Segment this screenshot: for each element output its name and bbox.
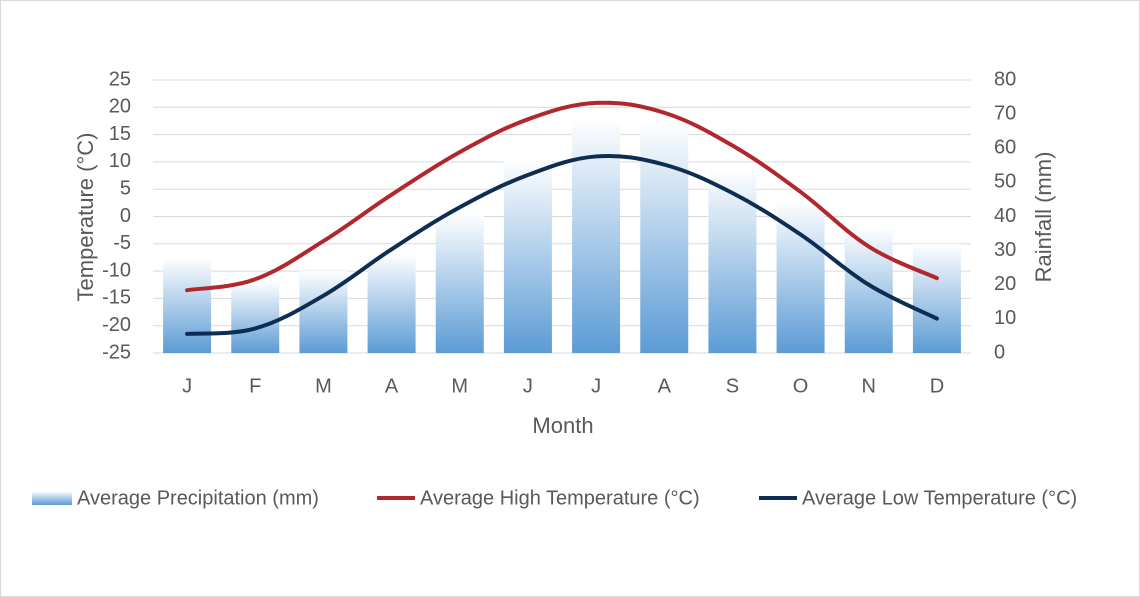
x-tick-label: J [182, 375, 192, 397]
right-tick-label: 70 [994, 102, 1016, 124]
legend-label-high-temp: Average High Temperature (°C) [420, 487, 700, 509]
right-tick-label: 60 [994, 137, 1016, 159]
left-tick-label: -15 [102, 287, 131, 309]
gridlines [153, 79, 971, 354]
temperature-lines [185, 100, 939, 336]
left-tick-label: 10 [109, 150, 131, 172]
precipitation-bar [708, 168, 757, 353]
left-tick-label: 0 [120, 205, 131, 227]
legend-label-low-temp: Average Low Temperature (°C) [802, 487, 1077, 509]
right-tick-label: 0 [994, 341, 1005, 363]
x-tick-label: A [658, 375, 672, 397]
left-tick-label: 25 [109, 68, 131, 90]
x-tick-label: S [726, 375, 739, 397]
right-tick-label: 50 [994, 171, 1016, 193]
precipitation-bar [912, 243, 961, 353]
high-temperature-line [185, 100, 939, 293]
left-tick-label: -20 [102, 314, 131, 336]
precipitation-bar [163, 257, 212, 353]
legend-label-precipitation: Average Precipitation (mm) [77, 487, 319, 509]
left-tick-label: -25 [102, 341, 131, 363]
x-axis-title: Month [532, 413, 593, 438]
right-tick-label: 10 [994, 307, 1016, 329]
precipitation-bar [435, 213, 484, 353]
precipitation-bar [572, 117, 621, 353]
precipitation-bar [503, 158, 552, 353]
x-tick-label: D [930, 375, 944, 397]
precipitation-bar [640, 120, 689, 353]
left-tick-label: 20 [109, 96, 131, 118]
left-axis-ticks: -25 -20 -15 -10 -5 0 5 10 15 20 25 [102, 68, 131, 363]
left-tick-label: 15 [109, 123, 131, 145]
precipitation-bar [367, 254, 416, 353]
x-tick-label: M [451, 375, 468, 397]
x-tick-label: M [315, 375, 332, 397]
x-tick-label: F [249, 375, 261, 397]
left-tick-label: 5 [120, 177, 131, 199]
right-tick-label: 30 [994, 239, 1016, 261]
right-axis-ticks: 0 10 20 30 40 50 60 70 80 [994, 68, 1016, 363]
left-tick-label: -5 [113, 232, 131, 254]
x-tick-label: N [862, 375, 876, 397]
left-tick-label: -10 [102, 259, 131, 281]
precipitation-bar [231, 281, 280, 353]
precipitation-bars [163, 117, 961, 353]
right-tick-label: 80 [994, 68, 1016, 90]
x-tick-label: A [385, 375, 399, 397]
right-tick-label: 20 [994, 273, 1016, 295]
low-temperature-line [185, 153, 939, 336]
x-tick-label: J [523, 375, 533, 397]
x-tick-label: J [591, 375, 601, 397]
legend-swatch-precipitation [32, 491, 72, 505]
right-tick-label: 40 [994, 205, 1016, 227]
legend: Average Precipitation (mm) Average High … [32, 487, 1077, 509]
x-tick-label: O [793, 375, 809, 397]
y-left-axis-title: Temperature (°C) [73, 133, 98, 302]
y-right-axis-title: Rainfall (mm) [1031, 152, 1056, 283]
